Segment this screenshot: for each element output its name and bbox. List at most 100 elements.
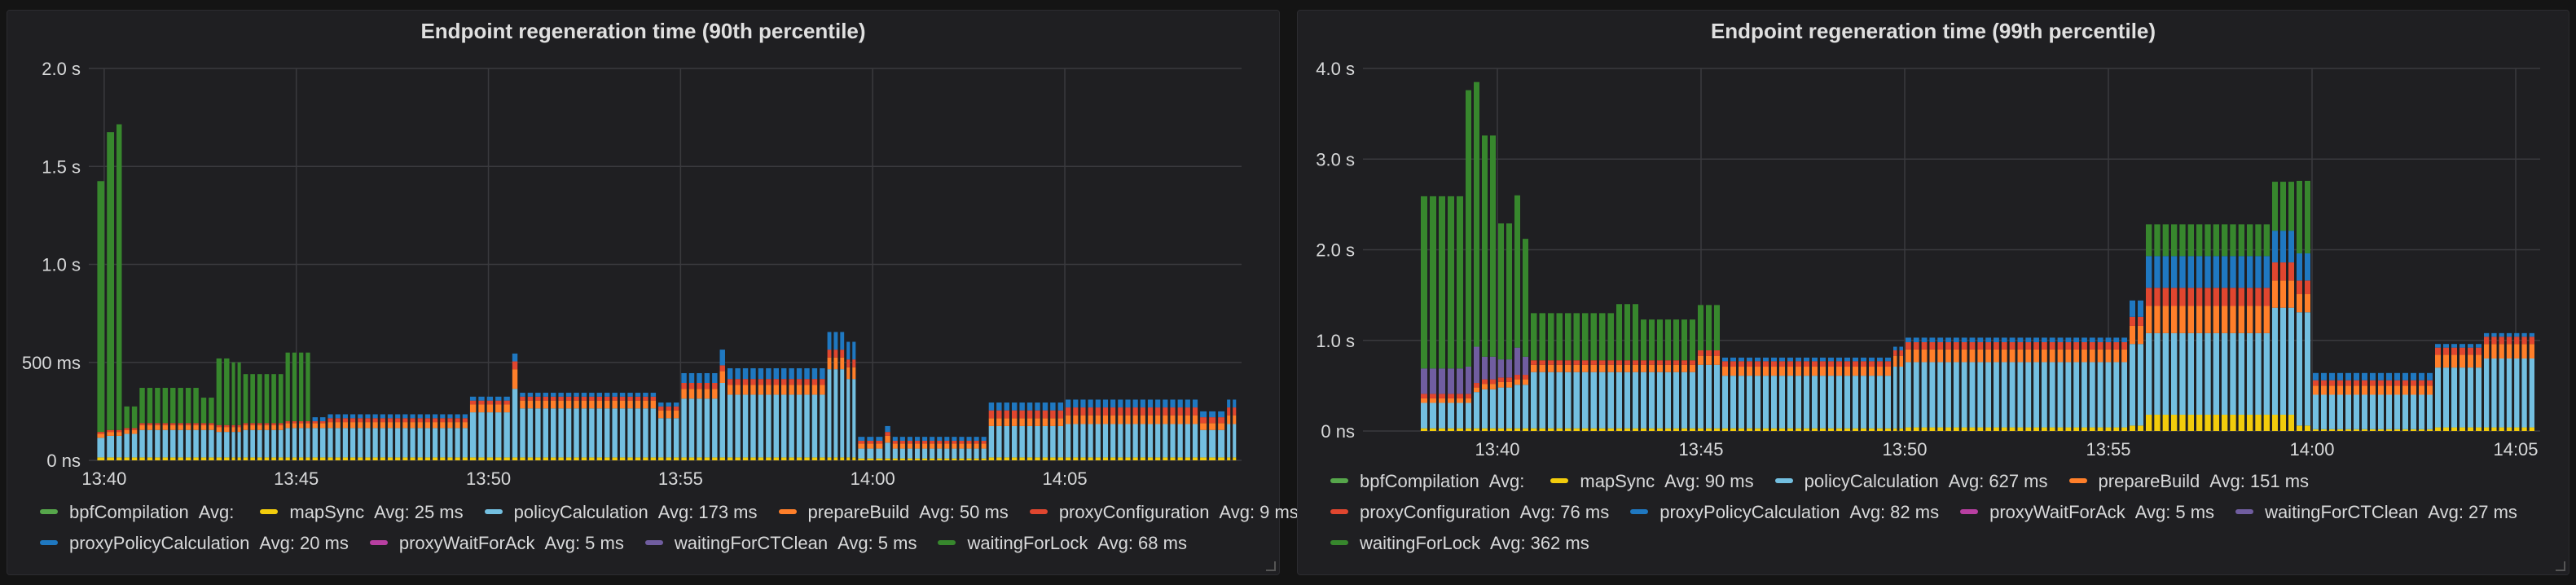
bar-segment-mapSync[interactable] (758, 457, 764, 460)
bar-segment-policyCalculation[interactable] (231, 432, 235, 458)
bar-segment-proxyPolicyCalculation[interactable] (2081, 337, 2087, 342)
bar-segment-proxyConfiguration[interactable] (1836, 361, 1842, 367)
bar-segment-proxyConfiguration[interactable] (1624, 360, 1630, 365)
bar-segment-mapSync[interactable] (486, 457, 494, 460)
bar-segment-proxyConfiguration[interactable] (1607, 360, 1615, 365)
bar-segment-policyCalculation[interactable] (1582, 372, 1589, 429)
bar-segment-policyCalculation[interactable] (1531, 372, 1537, 429)
bar-segment-proxyPolicyCalculation[interactable] (2460, 344, 2465, 348)
bar-segment-proxyConfiguration[interactable] (1227, 407, 1231, 416)
bar-segment-proxyConfiguration[interactable] (478, 400, 485, 405)
bar-segment-proxyPolicyCalculation[interactable] (2187, 256, 2194, 288)
bar-segment-proxyPolicyCalculation[interactable] (402, 414, 408, 419)
bar-segment-proxyConfiguration[interactable] (216, 424, 222, 428)
bar-segment-mapSync[interactable] (697, 457, 702, 460)
bar-segment-proxyConfiguration[interactable] (1035, 410, 1040, 419)
bar-segment-mapSync[interactable] (1439, 428, 1445, 431)
bar-segment-mapSync[interactable] (852, 457, 856, 460)
bar-segment-proxyPolicyCalculation[interactable] (650, 393, 657, 397)
bar-segment-policyCalculation[interactable] (922, 448, 928, 459)
bar-segment-waitingForLock[interactable] (1706, 305, 1712, 350)
bar-segment-proxyConfiguration[interactable] (1755, 361, 1761, 367)
bar-segment-proxyConfiguration[interactable] (1779, 361, 1785, 367)
bar-segment-mapSync[interactable] (2113, 427, 2120, 431)
bar-segment-proxyConfiguration[interactable] (2065, 341, 2072, 350)
bar-segment-policyCalculation[interactable] (2033, 362, 2039, 428)
bar-segment-mapSync[interactable] (1019, 457, 1025, 460)
bar-segment-proxyPolicyCalculation[interactable] (2130, 300, 2135, 317)
bar-segment-mapSync[interactable] (1730, 428, 1736, 431)
bar-segment-mapSync[interactable] (231, 457, 235, 460)
bar-segment-policyCalculation[interactable] (1026, 425, 1033, 458)
bar-segment-waitingForLock[interactable] (285, 352, 290, 421)
bar-segment-proxyConfiguration[interactable] (2089, 341, 2095, 350)
bar-segment-proxyPolicyCalculation[interactable] (1110, 399, 1116, 408)
bar-segment-proxyPolicyCalculation[interactable] (966, 437, 972, 441)
bar-segment-proxyPolicyCalculation[interactable] (1787, 357, 1793, 362)
bar-segment-prepareBuild[interactable] (237, 427, 241, 433)
bar-segment-proxyConfiguration[interactable] (469, 400, 477, 405)
bar-segment-prepareBuild[interactable] (1893, 355, 1897, 367)
bar-segment-policyCalculation[interactable] (335, 428, 341, 458)
bar-segment-policyCalculation[interactable] (178, 429, 183, 458)
bar-segment-proxyPolicyCalculation[interactable] (2506, 332, 2512, 337)
bar-segment-proxyPolicyCalculation[interactable] (2476, 344, 2481, 348)
bar-segment-mapSync[interactable] (2435, 427, 2441, 431)
bar-segment-proxyConfiguration[interactable] (2529, 336, 2534, 345)
bar-segment-waitingForLock[interactable] (1539, 313, 1546, 361)
bar-segment-proxyConfiguration[interactable] (1439, 394, 1445, 398)
bar-segment-mapSync[interactable] (335, 457, 341, 460)
bar-segment-prepareBuild[interactable] (486, 404, 494, 413)
bar-segment-proxyPolicyCalculation[interactable] (876, 437, 883, 441)
bar-segment-policyCalculation[interactable] (1714, 364, 1720, 429)
bar-segment-proxyConfiguration[interactable] (719, 365, 725, 372)
bar-segment-policyCalculation[interactable] (535, 408, 541, 458)
bar-segment-mapSync[interactable] (804, 457, 810, 460)
bar-segment-proxyConfiguration[interactable] (789, 379, 794, 385)
bar-segment-proxyPolicyCalculation[interactable] (410, 414, 415, 419)
bar-segment-proxyConfiguration[interactable] (1057, 410, 1064, 419)
bar-segment-policyCalculation[interactable] (820, 394, 825, 458)
bar-segment-prepareBuild[interactable] (2121, 349, 2127, 363)
bar-segment-prepareBuild[interactable] (512, 369, 518, 389)
bar-segment-mapSync[interactable] (342, 457, 348, 460)
legend-item-waitingForLock[interactable]: waitingForLock Avg: 362 ms (1330, 530, 1589, 556)
bar-segment-prepareBuild[interactable] (681, 389, 687, 399)
bar-segment-prepareBuild[interactable] (735, 385, 741, 395)
bar-segment-policyCalculation[interactable] (1929, 362, 1936, 428)
bar-segment-prepareBuild[interactable] (2057, 349, 2064, 363)
bar-segment-mapSync[interactable] (237, 457, 241, 460)
bar-segment-prepareBuild[interactable] (178, 424, 183, 430)
bar-segment-mapSync[interactable] (372, 457, 378, 460)
bar-segment-mapSync[interactable] (116, 457, 122, 460)
bar-segment-prepareBuild[interactable] (688, 389, 695, 399)
bar-segment-proxyPolicyCalculation[interactable] (2041, 337, 2047, 342)
bar-segment-proxyConfiguration[interactable] (1994, 341, 1999, 350)
bar-segment-prepareBuild[interactable] (147, 424, 153, 430)
bar-segment-mapSync[interactable] (1657, 428, 1663, 431)
bar-segment-policyCalculation[interactable] (2506, 358, 2512, 428)
bar-segment-proxyConfiguration[interactable] (2362, 380, 2367, 386)
bar-segment-policyCalculation[interactable] (804, 394, 810, 458)
bar-segment-proxyConfiguration[interactable] (833, 350, 838, 358)
bar-segment-prepareBuild[interactable] (535, 400, 541, 409)
bar-segment-mapSync[interactable] (551, 457, 556, 460)
bar-segment-policyCalculation[interactable] (735, 394, 741, 458)
bar-segment-prepareBuild[interactable] (447, 422, 453, 429)
bar-segment-mapSync[interactable] (2484, 427, 2490, 431)
bar-segment-prepareBuild[interactable] (306, 423, 310, 429)
bar-segment-proxyPolicyCalculation[interactable] (727, 367, 733, 380)
bar-segment-proxyConfiguration[interactable] (1985, 341, 1992, 350)
bar-segment-proxyConfiguration[interactable] (2435, 347, 2441, 355)
bar-segment-mapSync[interactable] (1573, 428, 1580, 431)
bar-segment-policyCalculation[interactable] (1673, 372, 1679, 429)
bar-segment-prepareBuild[interactable] (1080, 415, 1086, 424)
panel-title[interactable]: Endpoint regeneration time (90th percent… (420, 19, 866, 43)
bar-segment-waitingForLock[interactable] (1616, 304, 1622, 361)
bar-segment-policyCalculation[interactable] (312, 428, 318, 458)
bar-segment-proxyConfiguration[interactable] (840, 350, 845, 358)
bar-segment-waitingForLock[interactable] (2154, 224, 2161, 257)
bar-segment-proxyPolicyCalculation[interactable] (455, 414, 460, 419)
bar-segment-proxyPolicyCalculation[interactable] (735, 367, 741, 380)
bar-segment-proxyPolicyCalculation[interactable] (1853, 357, 1858, 362)
